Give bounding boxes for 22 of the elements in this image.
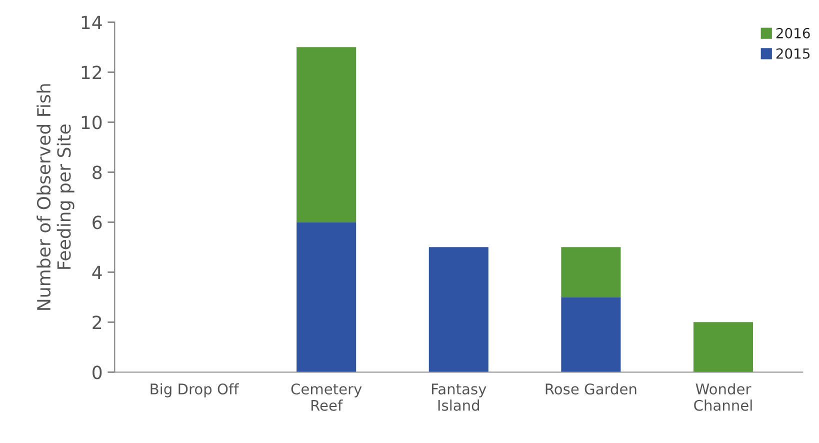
- y-tick-label: 4: [92, 266, 102, 279]
- x-tick-label: Big Drop Off: [150, 383, 240, 398]
- y-tick-label: 2: [92, 316, 102, 329]
- y-tick-label: 8: [92, 166, 102, 180]
- y-tick-label: 6: [92, 216, 102, 230]
- bar: [296, 222, 356, 372]
- legend-label: 2015: [776, 48, 810, 59]
- y-tick-label: 14: [82, 16, 102, 30]
- y-axis-title: Number of Observed Fish Feeding per Site: [36, 84, 74, 310]
- bar: [561, 297, 621, 372]
- bar: [693, 322, 754, 372]
- y-tick-label: 10: [82, 116, 102, 130]
- x-tick-label: Rose Garden: [546, 383, 636, 395]
- y-tick-label: 12: [82, 66, 102, 80]
- y-tick-label: 0: [92, 366, 102, 380]
- x-tick-label: Wonder Channel: [694, 383, 752, 411]
- x-tick-label: Fantasy Island: [432, 384, 486, 411]
- legend-label: 2016: [776, 28, 810, 38]
- bar: [428, 247, 488, 372]
- bar: [561, 247, 621, 298]
- x-tick-label: Cemetery Reef: [291, 383, 362, 411]
- bar: [296, 47, 356, 222]
